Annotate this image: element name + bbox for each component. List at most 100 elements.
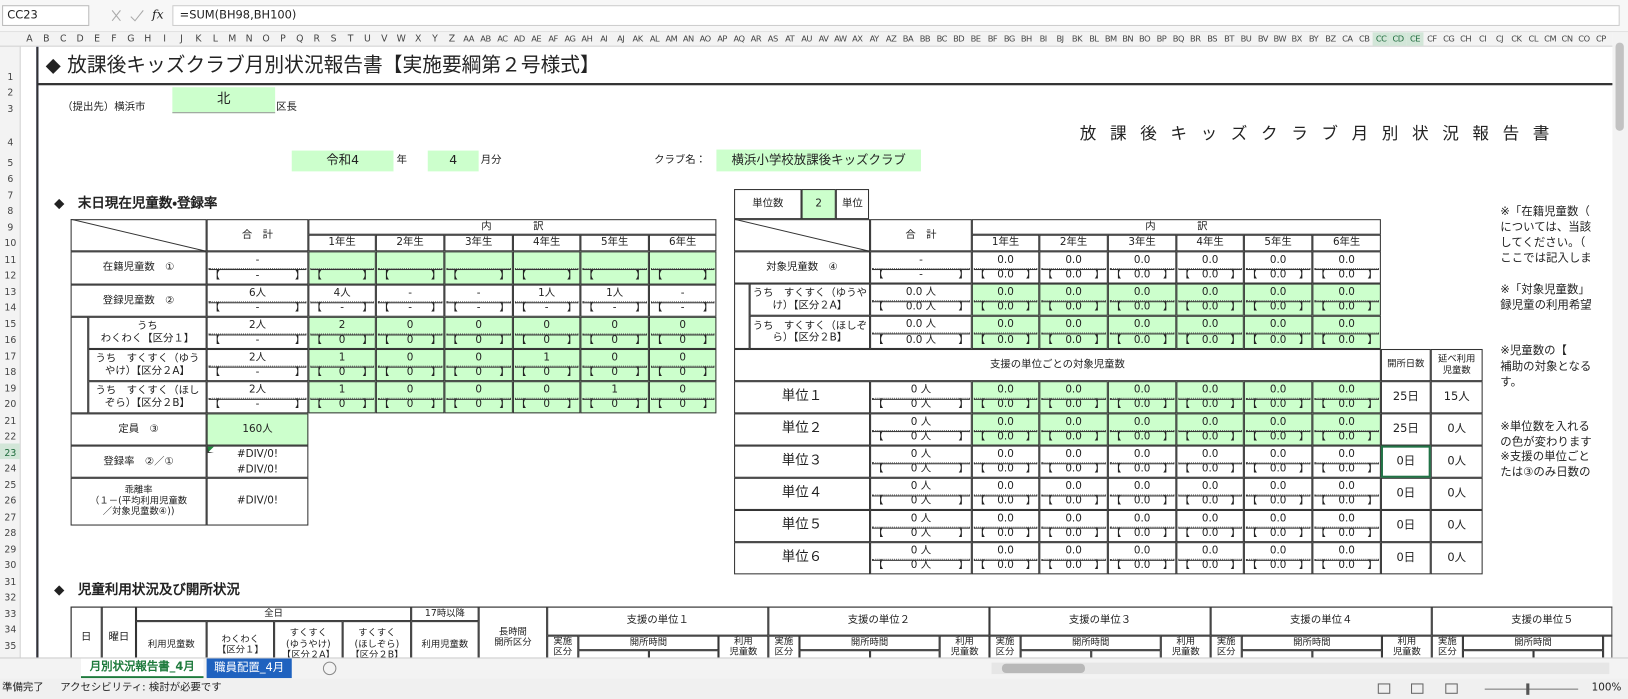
dotted-rule [1109,299,1175,302]
formula-input[interactable]: =SUM(BH98,BH100) [172,5,1620,26]
bracket: 】 [1298,495,1310,507]
name-box[interactable]: CC23 [2,5,90,26]
cell-pair [1243,477,1313,510]
bracket: 【 [378,302,390,314]
dotted-rule [1041,429,1106,432]
dotted-rule [1109,526,1175,529]
value: 0 [338,334,346,346]
bracket: 【 [378,269,390,282]
cell-pair [444,348,513,382]
cell-pair [1312,381,1381,414]
input-cell: 令和4 [291,150,394,172]
value: 0.0 [1065,415,1082,428]
value: 0 人 [910,480,932,492]
dotted-rule [973,526,1038,529]
dotted-rule [446,397,511,400]
sheet-tab[interactable]: 職員配置_4月 [206,658,292,679]
column-header: U [364,34,371,45]
cell [870,650,940,658]
note: す。 [1500,375,1523,389]
view-button[interactable] [1411,683,1424,694]
dotted-rule [310,397,374,400]
header-cell: 開所時間 [799,635,940,651]
bracket: 【 [1315,559,1326,572]
value: 0.0 [997,527,1014,540]
bracket: 【 [516,398,527,411]
column-header: CA [1342,34,1353,45]
label: 単位数 [734,189,802,220]
section-heading: ◆ 児童利用状況及び開所状況 [53,582,240,598]
header-cell: 実施 区分 [989,635,1021,658]
value: 0 [611,319,618,331]
value: 0.0 [997,448,1014,460]
value: 0 [543,334,550,346]
bracket: 】 [702,269,714,282]
dotted-rule [1314,526,1379,529]
vertical-scrollbar[interactable] [1612,32,1628,658]
bracket: 【 [1110,301,1122,313]
cell-pair [512,348,581,382]
view-button[interactable] [1377,683,1391,694]
bracket: 【 [1246,527,1258,540]
value: 0.0 人 [905,301,937,313]
header-cell: 1年生 [971,234,1040,252]
column-header: R [313,34,320,45]
value: 0 [475,383,482,396]
dotted-rule [973,493,1038,496]
column-header: AH [581,34,593,45]
value: 0.0 [1269,253,1287,266]
value: 0.0 [997,480,1014,492]
bracket: 【 [1246,398,1258,411]
bracket: 【 [378,366,390,379]
header-cell: 開所日数 [1380,348,1431,382]
cell-pair [1243,509,1313,543]
bracket: 】 [1162,495,1174,507]
dotted-rule [973,558,1038,561]
header-cell: わくわく 【区分１】 [206,621,275,658]
bracket: 【 [311,398,322,411]
scroll-thumb[interactable] [1615,42,1624,131]
bracket: 【 [516,302,527,314]
value: 0.0 [1133,253,1151,266]
dotted-rule [650,300,715,303]
value: 0.0 [1338,527,1355,540]
dotted-rule [872,461,970,464]
column-header: AK [632,34,644,45]
column-header: CF [1427,34,1437,45]
bracket: 【 [1179,495,1190,507]
value: 0.0 [1133,512,1151,524]
cell-pair [1107,509,1177,543]
dotted-rule [1245,267,1311,270]
header-cell: 支援の単位５ [1431,606,1613,636]
dotted-rule [446,300,511,303]
column-header: CK [1511,34,1522,45]
cell [1091,650,1161,658]
sheet-tab[interactable]: 月別状況報告書_4月 [80,658,204,679]
value: 0 [543,319,550,331]
diagonal [70,219,207,252]
bracket: 】 [1367,334,1378,346]
column-header: AZ [885,34,897,45]
value: - [255,366,260,379]
bracket: 】 [1025,398,1037,411]
column-header: M [228,34,236,45]
fx-button[interactable]: fx [151,7,164,22]
header-cell: 1年生 [308,234,376,252]
bracket: 】 [1230,559,1241,572]
header-cell: 延べ利用 児童数 [1430,348,1483,382]
value: 0.0 [997,512,1014,524]
dotted-rule [1109,332,1175,335]
dotted-rule [650,397,715,400]
value: 0人 [1430,509,1483,543]
header-cell: 2年生 [1039,234,1108,252]
add-sheet[interactable] [322,661,337,676]
value: 0 人 [910,559,932,572]
value: 0.0 [997,431,1014,443]
bracket: 】 [958,431,969,443]
value: 0.0 [997,253,1014,266]
value: 0.0 [1065,318,1082,331]
view-button[interactable] [1445,683,1458,694]
bracket: 】 [702,398,714,411]
bracket: 】 [1094,495,1105,507]
